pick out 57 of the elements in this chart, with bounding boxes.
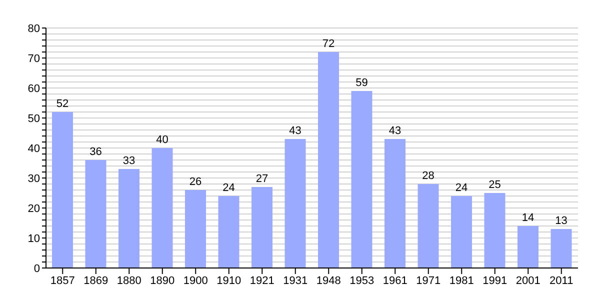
data-label: 43 [388, 125, 402, 137]
x-tick-label: 1900 [183, 274, 208, 287]
data-label: 59 [356, 77, 368, 89]
x-tick-label: 1880 [116, 274, 142, 287]
data-label: 26 [189, 176, 202, 188]
x-tick-label: 1981 [449, 274, 474, 287]
bar [185, 190, 206, 268]
y-tick-label: 70 [28, 52, 40, 65]
data-label: 24 [222, 182, 235, 194]
x-tick-label: 1869 [84, 274, 108, 287]
y-tick-label: 10 [28, 232, 40, 245]
y-tick-label: 0 [34, 262, 40, 275]
bar [518, 226, 538, 268]
x-tick-label: 1991 [482, 274, 508, 287]
data-label: 43 [289, 125, 302, 137]
x-tick-label: 1921 [250, 274, 274, 287]
data-label: 52 [56, 98, 69, 110]
y-tick-label: 60 [28, 82, 40, 95]
data-label: 13 [555, 215, 568, 227]
x-tick-label: 1948 [316, 274, 341, 287]
bar [484, 193, 506, 268]
x-tick-label: 1931 [283, 274, 308, 287]
bar [152, 148, 173, 268]
x-tick-label: 1971 [416, 274, 441, 287]
x-tick-label: 1910 [216, 274, 242, 287]
data-label: 36 [90, 146, 102, 158]
bar [85, 160, 106, 268]
x-tick-label: 1857 [50, 274, 75, 287]
bar [118, 169, 140, 268]
x-tick-label: 2011 [550, 274, 574, 287]
data-label: 40 [156, 134, 168, 146]
y-tick-label: 20 [28, 202, 40, 215]
bar [418, 184, 439, 268]
bar [218, 196, 240, 268]
x-tick-label: 2001 [516, 274, 540, 287]
data-label: 33 [122, 155, 136, 167]
x-tick-label: 1890 [150, 274, 175, 287]
bar [550, 229, 572, 268]
data-label: 24 [455, 182, 468, 194]
y-tick-label: 50 [28, 112, 40, 125]
bar [351, 91, 372, 268]
data-label: 27 [256, 173, 268, 185]
data-label: 25 [488, 179, 501, 191]
x-tick-label: 1953 [350, 274, 374, 287]
y-tick-label: 30 [28, 172, 40, 185]
bar [284, 139, 306, 268]
data-label: 28 [422, 170, 434, 182]
bar [252, 187, 272, 268]
x-tick-label: 1961 [382, 274, 408, 287]
data-label: 14 [522, 212, 534, 224]
y-tick-label: 40 [28, 142, 40, 155]
bar [384, 139, 406, 268]
data-label: 72 [322, 38, 335, 50]
bar [318, 52, 339, 268]
bar [451, 196, 472, 268]
y-tick-label: 80 [28, 22, 40, 35]
bar [52, 112, 73, 268]
